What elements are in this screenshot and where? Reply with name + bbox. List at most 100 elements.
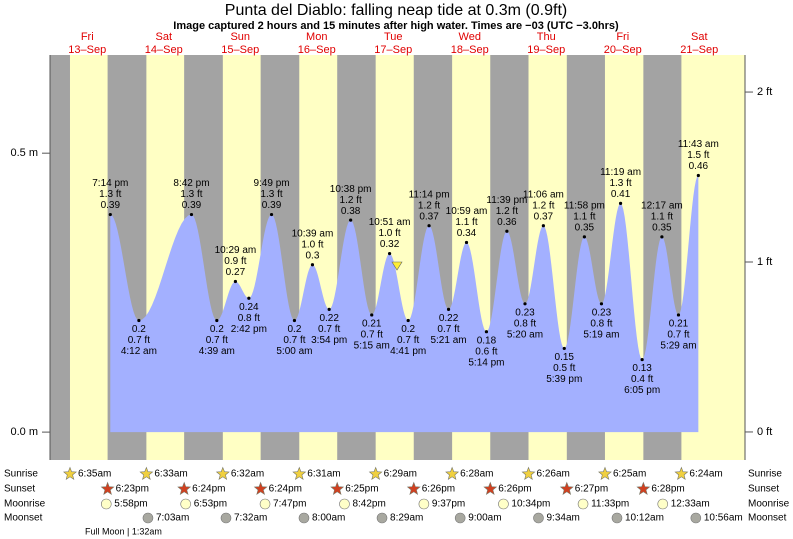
sunset-time: 6:24pm: [192, 484, 225, 495]
tide-point: [505, 229, 509, 233]
moonset-time: 9:34am: [546, 513, 579, 524]
tide-feet: 1.1 ft: [573, 212, 595, 223]
sunrise-time: 6:33am: [154, 469, 187, 480]
row-label: Moonset: [748, 513, 787, 524]
tide-meters: 0.21: [669, 319, 689, 330]
tide-time: 11:14 pm: [409, 189, 450, 200]
tide-meters: 0.2: [287, 324, 301, 335]
tide-feet: 0.7 ft: [667, 330, 689, 341]
tide-meters: 0.34: [457, 228, 477, 239]
tide-feet: 0.8 ft: [590, 318, 612, 329]
tide-time: 11:06 am: [523, 189, 564, 200]
day-date: 21–Sep: [680, 44, 718, 56]
sunset-time: 6:24pm: [269, 484, 302, 495]
day-date: 16–Sep: [298, 44, 336, 56]
tide-point: [696, 173, 700, 178]
tide-time: 10:51 am: [369, 217, 411, 228]
moonrise-time: 11:33pm: [591, 499, 629, 510]
astro-icon: [177, 481, 192, 495]
tide-feet: 1.0 ft: [378, 228, 400, 239]
tide-time: 12:17 am: [641, 201, 683, 212]
tide-time: 10:29 am: [215, 245, 257, 256]
astro-icon: [100, 481, 115, 495]
tide-meters: 0.13: [632, 363, 652, 374]
tide-time: 5:21 am: [430, 335, 466, 346]
tide-meters: 0.36: [497, 217, 517, 228]
tide-time: 4:12 am: [121, 346, 157, 357]
tide-meters: 0.39: [101, 200, 121, 211]
day-date: 17–Sep: [374, 44, 412, 56]
astro-icon: [577, 498, 589, 510]
moonrise-time: 10:34pm: [511, 499, 550, 510]
tide-feet: 1.1 ft: [455, 217, 477, 228]
day-weekday: Fri: [81, 31, 94, 43]
moonrise-time: 12:33am: [671, 499, 710, 510]
astro-icon: [445, 466, 460, 480]
tide-meters: 0.18: [477, 335, 497, 346]
tide-feet: 1.2 ft: [418, 200, 440, 211]
tide-meters: 0.38: [341, 206, 361, 217]
tide-feet: 1.3 ft: [180, 189, 202, 200]
row-label: Moonset: [4, 513, 43, 524]
tide-point: [562, 346, 566, 351]
tide-point: [233, 279, 238, 284]
tide-time: 3:54 pm: [311, 335, 347, 346]
tide-meters: 0.37: [419, 211, 439, 222]
tide-time: 5:00 am: [276, 346, 312, 357]
tide-meters: 0.23: [592, 307, 612, 318]
tide-meters: 0.21: [362, 319, 382, 330]
sunrise-time: 6:28am: [460, 469, 493, 480]
tide-point: [215, 318, 219, 323]
astro-icon: [598, 466, 612, 480]
moonrise-time: 9:37pm: [432, 499, 465, 510]
tide-feet: 1.5 ft: [687, 150, 709, 161]
moonset-time: 7:03am: [156, 513, 189, 524]
day-date: 20–Sep: [604, 44, 642, 56]
tide-point: [618, 201, 623, 205]
tide-time: 10:39 am: [292, 228, 334, 239]
tide-time: 2:42 pm: [231, 324, 267, 335]
astro-icon: [406, 481, 421, 495]
tide-point: [387, 251, 392, 256]
moonrise-time: 6:53pm: [194, 499, 227, 510]
astro-icon: [690, 512, 702, 524]
sunset-time: 6:23pm: [116, 484, 149, 495]
sunset-time: 6:28pm: [651, 484, 684, 495]
day-weekday: Sat: [155, 31, 172, 43]
tide-point: [427, 224, 431, 228]
sunset-time: 6:26pm: [422, 484, 455, 495]
tide-meters: 0.15: [555, 352, 575, 363]
tide-feet: 1.2 ft: [496, 206, 518, 217]
tide-feet: 0.7 ft: [397, 335, 419, 346]
moonset-time: 7:32am: [234, 513, 267, 524]
sunset-time: 6:26pm: [498, 484, 531, 495]
day-date: 19–Sep: [527, 44, 565, 56]
tide-point: [446, 307, 451, 311]
tide-feet: 0.7 ft: [318, 324, 340, 335]
astro-icon: [253, 481, 268, 495]
tide-time: 11:39 pm: [486, 195, 527, 206]
tide-meters: 0.23: [515, 307, 535, 318]
astro-icon: [142, 512, 154, 524]
tide-meters: 0.41: [611, 189, 631, 200]
tide-meters: 0.37: [534, 211, 554, 222]
tide-feet: 0.8 ft: [238, 313, 260, 324]
tide-meters: 0.39: [182, 200, 202, 211]
tide-time: 4:41 pm: [390, 346, 426, 357]
tide-point: [310, 263, 315, 267]
row-label: Moonrise: [4, 499, 46, 510]
row-label: Sunrise: [4, 469, 38, 480]
y2-tick-label: 1 ft: [757, 256, 772, 268]
day-date: 18–Sep: [451, 44, 489, 56]
astro-icon: [559, 481, 574, 495]
moon-phase-note: Full Moon | 1:32am: [85, 526, 162, 536]
moonrise-time: 8:42pm: [352, 499, 385, 510]
sunrise-time: 6:35am: [78, 469, 111, 480]
astro-icon: [636, 481, 651, 495]
tide-area: [110, 175, 699, 433]
tide-meters: 0.35: [575, 223, 595, 234]
tide-feet: 0.7 ft: [437, 324, 459, 335]
tide-time: 9:49 pm: [253, 178, 289, 189]
tide-feet: 0.7 ft: [128, 335, 150, 346]
tide-time: 11:58 pm: [564, 201, 605, 212]
